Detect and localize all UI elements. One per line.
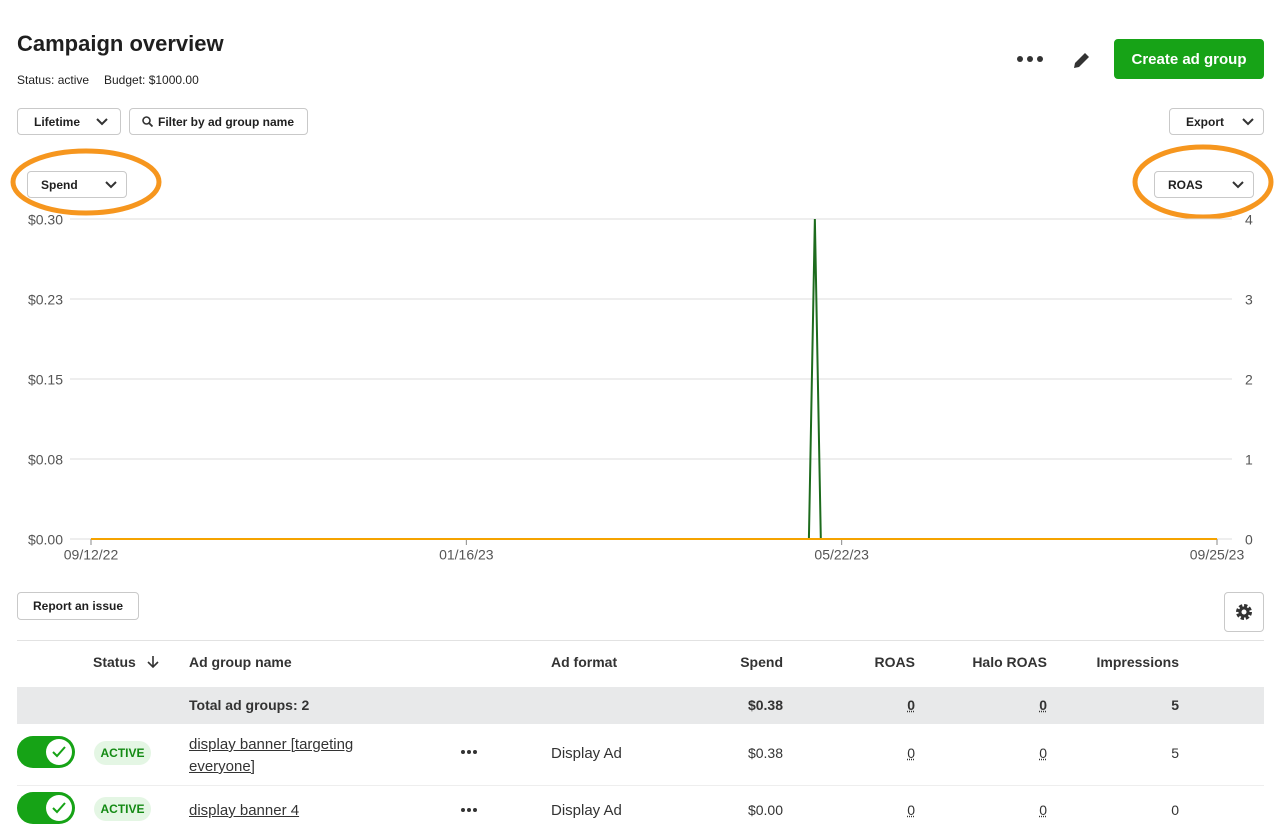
chevron (1232, 180, 1244, 188)
highlight-overlay (10, 144, 1274, 220)
export-dropdown[interactable]: Export (1169, 108, 1264, 135)
y2-tick-label: 3 (1245, 292, 1253, 308)
divider (17, 640, 1264, 641)
left-metric-dropdown[interactable]: Spend (27, 171, 127, 198)
y-tick-label: $0.15 (28, 372, 63, 388)
x-tick-label: 05/22/23 (814, 547, 869, 563)
row-menu[interactable] (460, 749, 478, 755)
roas: 0 (907, 745, 915, 761)
column-header[interactable]: Spend (740, 654, 783, 670)
more-icon[interactable] (1016, 52, 1044, 66)
y2-tick-label: 2 (1245, 372, 1253, 388)
status-badge: ACTIVE (94, 741, 151, 765)
x-tick-label: 09/25/23 (1190, 547, 1245, 563)
check-icon (52, 746, 66, 758)
check-icon (52, 802, 66, 814)
dropdown-label: Export (1186, 114, 1225, 129)
spend: $0.00 (747, 802, 783, 818)
total-impressions: 5 (1171, 697, 1179, 713)
lifetime-dropdown[interactable]: Lifetime (17, 108, 121, 135)
ad-format: Display Ad (551, 745, 622, 762)
y-tick-label: $0.08 (28, 452, 63, 468)
total-roas: 0 (907, 697, 915, 713)
roas: 0 (907, 802, 915, 818)
column-header[interactable]: Ad group name (189, 654, 292, 670)
row-menu[interactable] (460, 807, 478, 813)
column-header[interactable]: Halo ROAS (972, 654, 1047, 670)
chevron (96, 117, 108, 125)
dropdown-label: Spend (41, 177, 78, 192)
impressions: 5 (1171, 745, 1179, 761)
y-tick-label: $0.30 (28, 212, 63, 228)
y-tick-label: $0.00 (28, 532, 63, 548)
chevron (105, 180, 117, 188)
report-issue-button[interactable]: Report an issue (17, 592, 139, 620)
y2-tick-label: 1 (1245, 452, 1253, 468)
budget-text: Budget: $1000.00 (104, 73, 199, 87)
dropdown-label: Lifetime (34, 114, 81, 129)
search-icon (142, 116, 153, 127)
column-header[interactable]: Status (93, 654, 136, 670)
edit-icon[interactable] (1072, 50, 1092, 70)
halo-roas: 0 (1039, 802, 1047, 818)
y-tick-label: $0.23 (28, 292, 63, 308)
total-label: Total ad groups: 2 (189, 697, 310, 713)
settings-button[interactable] (1224, 592, 1264, 632)
total-halo-roas: 0 (1039, 697, 1047, 713)
column-header[interactable]: Ad format (551, 654, 618, 670)
right-metric-dropdown[interactable]: ROAS (1154, 171, 1254, 198)
filter-placeholder: Filter by ad group name (158, 114, 295, 129)
chevron (1242, 117, 1254, 125)
gear-icon (1236, 604, 1252, 620)
ad-group-link[interactable]: display banner 4 (189, 802, 300, 819)
dropdown-label: ROAS (1168, 177, 1203, 192)
y2-tick-label: 0 (1245, 532, 1253, 548)
impressions: 0 (1171, 802, 1179, 818)
ad-group-link[interactable]: display banner [targeting everyone] (189, 736, 354, 775)
status-toggle[interactable] (17, 736, 75, 768)
sort-icon (147, 656, 159, 669)
status-text: Status: active (17, 73, 90, 87)
status-badge: ACTIVE (94, 797, 151, 821)
page-title: Campaign overview (17, 31, 224, 56)
y2-tick-label: 4 (1245, 212, 1253, 228)
filter-input[interactable]: Filter by ad group name (129, 108, 308, 135)
total-row (17, 687, 1264, 724)
row-divider (17, 785, 1264, 786)
column-header[interactable]: ROAS (874, 654, 915, 670)
column-header[interactable]: Impressions (1096, 654, 1179, 670)
total-spend: $0.38 (747, 697, 783, 713)
x-tick-label: 09/12/22 (64, 547, 119, 563)
spend: $0.38 (747, 745, 783, 761)
create-ad-group-button[interactable]: Create ad group (1114, 39, 1264, 79)
ad-format: Display Ad (551, 802, 622, 819)
x-tick-label: 01/16/23 (439, 547, 494, 563)
status-toggle[interactable] (17, 792, 75, 824)
chart: $0.00 $0.08 $0.15 $0.23 $0.30 0 1 2 3 4 09/12/22 01… (28, 212, 1253, 563)
halo-roas: 0 (1039, 745, 1047, 761)
